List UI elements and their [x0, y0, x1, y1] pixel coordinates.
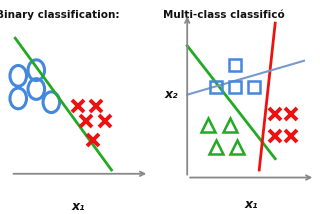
- Text: x₁: x₁: [72, 200, 85, 213]
- Text: x₁: x₁: [244, 198, 258, 211]
- Text: Multi-class classificó: Multi-class classificó: [163, 10, 285, 20]
- Text: Binary classification:: Binary classification:: [0, 10, 119, 20]
- Text: x₂: x₂: [164, 88, 178, 101]
